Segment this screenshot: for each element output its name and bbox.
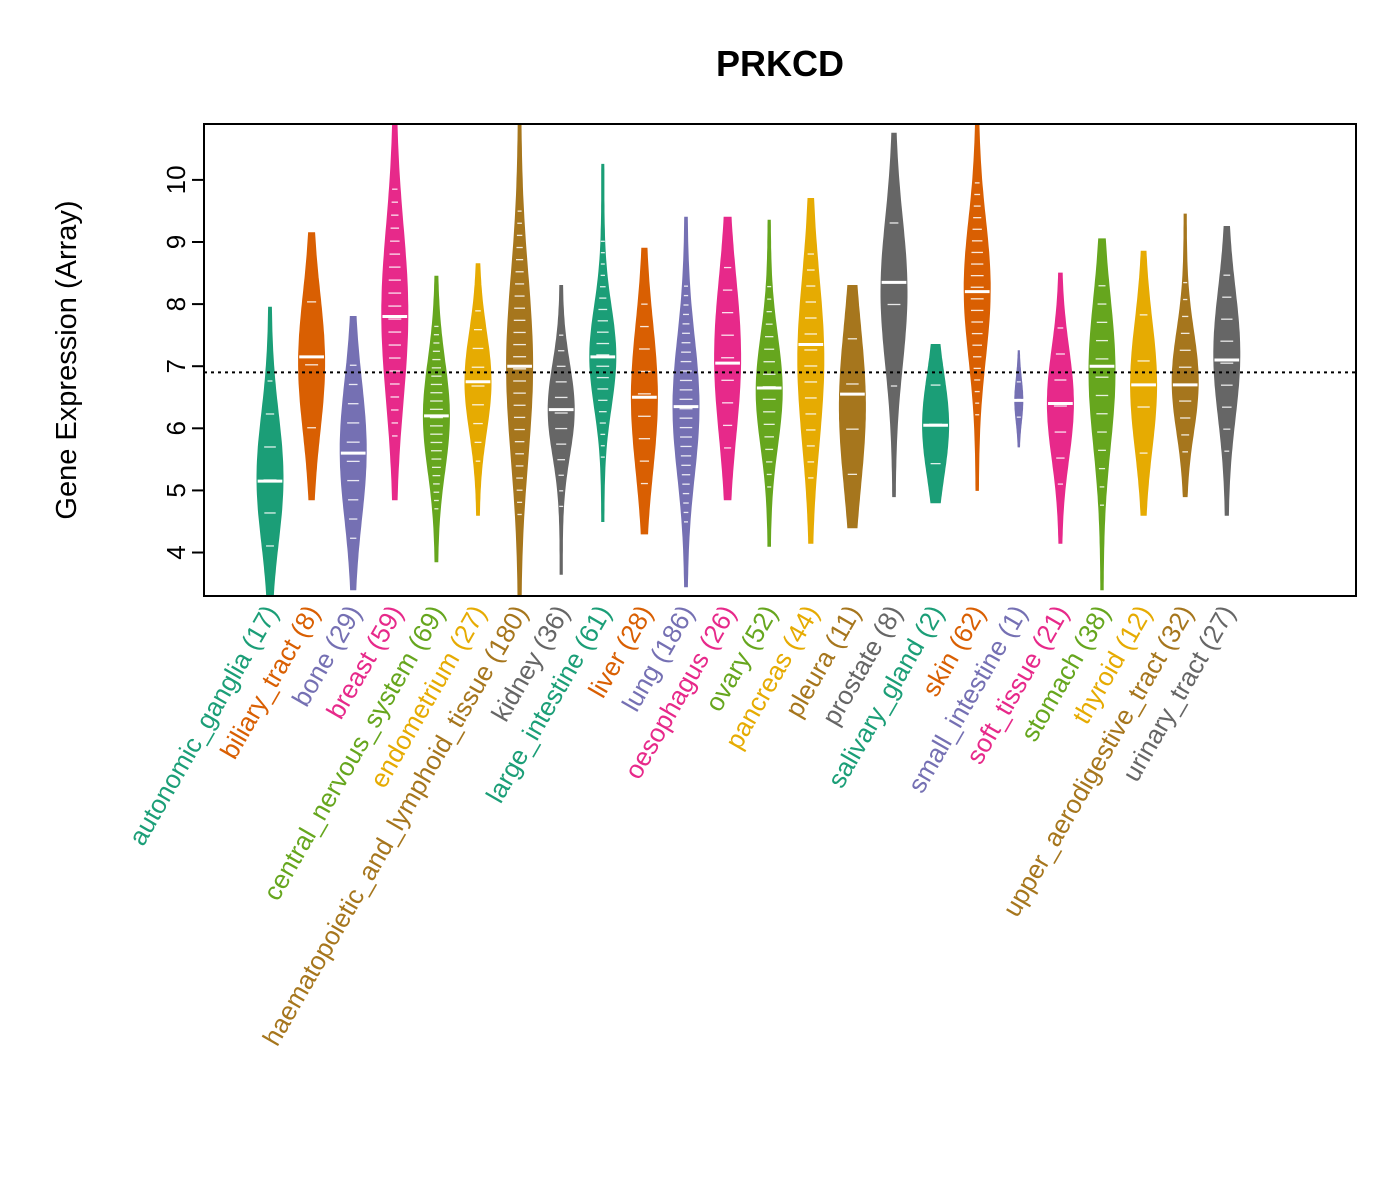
- violin-skin: [963, 123, 991, 491]
- violin-body: [298, 232, 326, 501]
- violin-body: [1046, 272, 1074, 544]
- violin-thyroid: [1130, 250, 1158, 516]
- violin-body: [1213, 226, 1241, 516]
- y-tick-label: 8: [161, 297, 191, 311]
- violin-body: [922, 344, 950, 504]
- violin-body: [464, 263, 492, 516]
- violin-body: [547, 285, 575, 575]
- violin-endometrium: [464, 263, 492, 516]
- violin-soft_tissue: [1046, 272, 1074, 544]
- plot-frame: [203, 123, 1357, 597]
- violin-ovary: [755, 219, 783, 547]
- violin-body: [1130, 250, 1158, 516]
- violin-salivary_gland: [922, 344, 950, 504]
- violin-body: [381, 123, 409, 501]
- y-tick-label: 10: [161, 165, 191, 194]
- violin-breast: [381, 123, 409, 501]
- violin-body: [1171, 213, 1199, 498]
- y-axis: 4 5 6 7 8 9 10: [161, 165, 204, 560]
- violin-central_nervous_system: [422, 275, 450, 563]
- violin-pleura: [838, 285, 866, 529]
- violin-body: [963, 123, 991, 491]
- violin-pancreas: [797, 198, 825, 544]
- violin-urinary_tract: [1213, 226, 1241, 516]
- violin-body: [714, 216, 742, 501]
- violin-small_intestine: [1012, 350, 1025, 448]
- violin-body: [838, 285, 866, 529]
- violin-body: [755, 219, 783, 547]
- y-axis-label: Gene Expression (Array): [51, 200, 83, 519]
- violin-body: [506, 123, 534, 597]
- violin-body: [672, 216, 700, 588]
- violin-liver: [630, 247, 658, 535]
- y-tick-label: 9: [161, 235, 191, 249]
- y-tick-label: 7: [161, 359, 191, 373]
- chart-title: PRKCD: [716, 43, 844, 84]
- y-tick-label: 4: [161, 545, 191, 559]
- violin-bone: [339, 316, 367, 591]
- violin-body: [422, 275, 450, 563]
- violin-autonomic_ganglia: [256, 306, 284, 597]
- violin-haematopoietic_and_lymphoid_tissue: [506, 123, 534, 597]
- violin-body: [256, 306, 284, 597]
- violin-stomach: [1088, 238, 1116, 591]
- violin-body: [1014, 350, 1024, 448]
- violin-lung: [672, 216, 700, 588]
- y-tick-label: 5: [161, 483, 191, 497]
- violin-biliary_tract: [298, 232, 326, 501]
- violin-body: [880, 132, 908, 498]
- y-tick-label: 6: [161, 421, 191, 435]
- x-axis-labels: autonomic_ganglia (17)biliary_tract (8)b…: [122, 600, 1241, 1051]
- violin-prostate: [880, 132, 908, 498]
- violin-large_intestine: [589, 163, 617, 522]
- violin-kidney: [547, 285, 575, 575]
- violin-body: [630, 247, 658, 535]
- violin-oesophagus: [714, 216, 742, 501]
- violin-body: [797, 198, 825, 544]
- violin-layer: [256, 123, 1241, 597]
- violin-upper_aerodigestive_tract: [1171, 213, 1199, 498]
